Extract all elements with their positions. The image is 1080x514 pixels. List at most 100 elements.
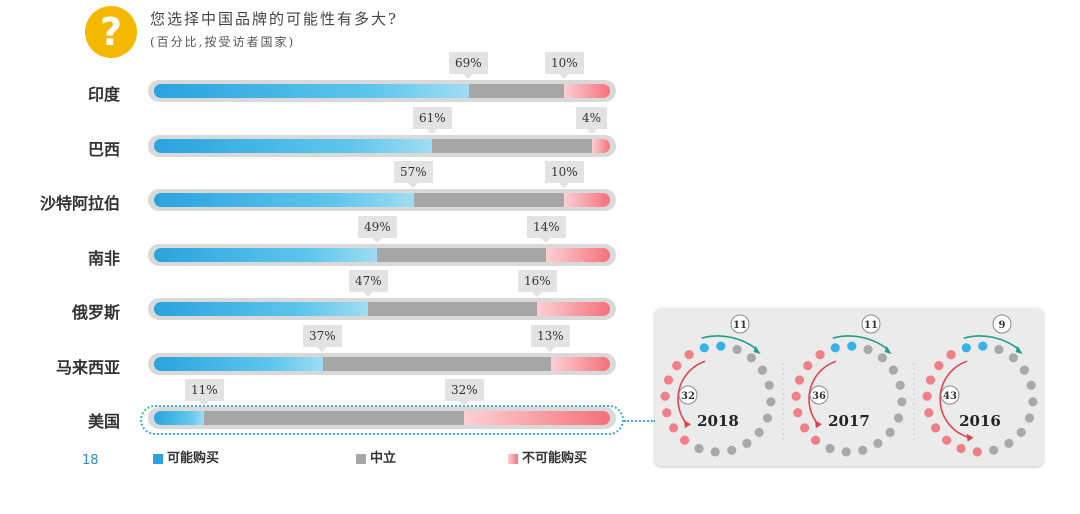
data-label-unlikely: 16% — [518, 270, 557, 297]
ring-dot-neutral — [757, 365, 767, 375]
year-label: 2018 — [697, 412, 739, 430]
ring-dot-unlikely — [815, 350, 825, 360]
likely-value: 9 — [999, 320, 1006, 331]
ring-dot-unlikely — [942, 435, 952, 445]
legend-swatch-unlikely — [508, 454, 518, 464]
bar-neutral — [413, 193, 566, 207]
ring-dot-unlikely — [791, 391, 801, 401]
likely-arc — [701, 335, 759, 351]
bar-track — [148, 298, 616, 320]
likely-arc — [832, 335, 890, 351]
category-label: 印度 — [87, 85, 120, 104]
ring-dot-neutral — [710, 447, 720, 457]
unlikely-value: 32 — [681, 391, 695, 402]
highlight-connector — [624, 420, 656, 422]
ring-dot-neutral — [1024, 413, 1035, 423]
bar-neutral — [468, 84, 566, 98]
ring-dot-neutral — [1028, 397, 1038, 407]
chart-title: 您选择中国品牌的可能性有多大? — [150, 10, 399, 28]
ring-dot-neutral — [746, 353, 756, 363]
ring-dot-neutral — [1019, 365, 1029, 375]
data-label-likely: 49% — [358, 216, 397, 243]
data-label-unlikely: 14% — [527, 216, 566, 243]
ring-dot-neutral — [895, 380, 905, 390]
bar-neutral — [322, 357, 552, 371]
bar-track — [148, 244, 616, 266]
data-label-unlikely: 10% — [545, 161, 584, 188]
bar-likely — [154, 84, 469, 98]
unlikely-badge — [940, 385, 960, 405]
likely-badge — [992, 314, 1012, 334]
likely-value: 11 — [733, 320, 747, 331]
page-number: 18 — [82, 453, 99, 468]
ring-dot-unlikely — [946, 350, 956, 360]
ring-dot-unlikely — [793, 408, 803, 418]
likely-arrowhead — [753, 346, 761, 354]
category-label: 俄罗斯 — [71, 303, 120, 322]
bar-unlikely — [550, 357, 610, 371]
likely-arrowhead — [884, 346, 892, 354]
unlikely-arrowhead — [966, 433, 974, 442]
ring-dot-unlikely — [972, 447, 982, 457]
ring-dot-unlikely — [662, 408, 672, 418]
likely-badge — [861, 314, 881, 334]
ring-dot-neutral — [989, 445, 999, 455]
data-label-unlikely: 13% — [531, 325, 570, 352]
ring-dot-neutral — [863, 344, 873, 355]
ring-dot-neutral — [893, 413, 904, 423]
likely-arc — [963, 335, 1021, 351]
bar-track — [148, 80, 616, 102]
legend-label-unlikely: 不可能购买 — [522, 451, 588, 466]
category-label: 美国 — [87, 412, 120, 431]
ring-dot-likely — [699, 343, 709, 353]
ring-dot-neutral — [858, 445, 868, 455]
data-label-likely: 57% — [394, 161, 433, 188]
unlikely-value: 36 — [812, 391, 826, 402]
ring-dot-neutral — [888, 365, 898, 375]
year-label: 2017 — [828, 412, 870, 430]
ring-dot-unlikely — [803, 361, 813, 371]
ring-dot-neutral — [1016, 427, 1026, 437]
ring-dot-unlikely — [669, 423, 679, 433]
ring-dot-neutral — [841, 447, 851, 457]
ring-dot-neutral — [885, 427, 895, 437]
unlikely-badge — [809, 385, 829, 405]
bar-neutral — [432, 139, 593, 153]
ring-dot-likely — [716, 341, 726, 351]
data-label-likely: 11% — [185, 379, 224, 406]
legend-label-neutral: 中立 — [370, 451, 397, 466]
unlikely-arrowhead — [683, 420, 691, 429]
category-label: 南非 — [87, 249, 120, 268]
bar-unlikely — [564, 84, 610, 98]
data-label-likely: 37% — [303, 325, 342, 352]
bar-unlikely — [546, 248, 610, 262]
bar-track — [148, 189, 616, 211]
bar-likely — [154, 302, 369, 316]
ring-dot-neutral — [873, 438, 883, 448]
data-label-unlikely: 32% — [445, 379, 484, 406]
ring-dot-neutral — [732, 344, 742, 355]
data-label-likely: 69% — [449, 52, 488, 79]
bar-track — [148, 353, 616, 375]
chart-subtitle: (百分比,按受访者国家) — [150, 35, 296, 49]
ring-dot-unlikely — [931, 423, 941, 433]
ring-dot-neutral — [1026, 380, 1036, 390]
ring-dot-unlikely — [956, 443, 966, 454]
ring-dot-unlikely — [800, 423, 810, 433]
highlight-frame-usa — [140, 405, 624, 435]
legend-swatch-neutral — [356, 454, 366, 464]
ring-dot-neutral — [1008, 353, 1018, 363]
ring-dot-neutral — [877, 353, 887, 363]
bar-likely — [154, 248, 378, 262]
legend-label-likely: 可能购买 — [167, 451, 220, 466]
category-label: 马来西亚 — [55, 358, 120, 377]
ring-dot-likely — [830, 343, 840, 353]
ring-dot-neutral — [694, 443, 704, 454]
bar-neutral — [377, 248, 548, 262]
data-label-likely: 61% — [413, 107, 452, 134]
unlikely-arc — [939, 360, 970, 439]
bar-track — [148, 407, 616, 429]
ring-dot-neutral — [994, 344, 1004, 355]
unlikely-value: 43 — [943, 391, 957, 402]
